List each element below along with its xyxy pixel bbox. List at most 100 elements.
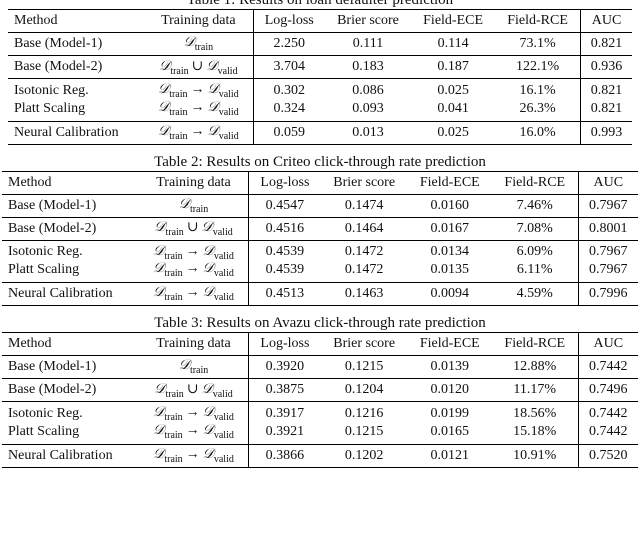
method-cell: Neural Calibration [14, 124, 119, 140]
value-cell: 0.0139 [430, 359, 470, 375]
value-cell: 26.3% [495, 99, 582, 122]
method-cell: Base (Model-1) [8, 197, 97, 213]
set-subscript: valid [212, 226, 233, 238]
value-cell: 0.0167 [430, 220, 470, 236]
training-data-cell: 𝒟train → 𝒟valid [144, 78, 254, 100]
method-cell: Base (Model-2) [8, 220, 97, 236]
training-data-cell: 𝒟train [139, 194, 250, 218]
value-cell: 7.08% [492, 217, 579, 241]
column-header: Field-RCE [492, 332, 579, 356]
set-symbol: 𝒟 [159, 58, 171, 74]
set-subscript: train [170, 65, 189, 77]
value-cell: 0.093 [352, 100, 384, 116]
method-cell: Base (Model-2) [14, 59, 103, 74]
value-cell: 4.59% [492, 282, 579, 306]
value-cell: 0.936 [590, 59, 623, 74]
value-cell: 0.4516 [265, 220, 305, 236]
value-cell: 73.1% [495, 32, 582, 56]
set-subscript: valid [218, 130, 239, 142]
value-cell: 0.1464 [344, 220, 384, 236]
set-subscript: train [169, 88, 188, 100]
set-subscript: valid [213, 453, 234, 465]
column-header: Log-loss [260, 336, 310, 352]
value-cell: 0.4539 [265, 244, 305, 260]
value-cell: 0.821 [590, 82, 623, 98]
set-subscript: valid [217, 65, 238, 77]
value-cell: 0.7496 [589, 382, 628, 398]
set-symbol: 𝒟 [206, 58, 218, 74]
set-subscript: valid [218, 88, 239, 100]
column-header: Field-ECE [419, 174, 480, 190]
table-caption: Table 1: Results on loan defaulter predi… [186, 0, 454, 8]
column-header: Field-ECE [423, 13, 484, 28]
method-cell: Isotonic Reg. [14, 82, 89, 98]
table-row: Isotonic Reg. 𝒟train → 𝒟valid 0.3917 0.1216 0.… [2, 401, 638, 423]
set-subscript: train [164, 268, 183, 280]
value-cell: 0.013 [352, 124, 384, 140]
value-cell: 0.1202 [344, 447, 384, 463]
set-subscript: train [189, 203, 209, 215]
value-cell: 0.0094 [430, 286, 470, 302]
column-header: AUC [591, 13, 622, 28]
row-group: Isotonic Reg. 𝒟train → 𝒟valid 0.302 0.086 0.02… [8, 78, 632, 122]
value-cell: 0.3875 [265, 382, 305, 398]
row-group: Neural Calibration 𝒟train → 𝒟valid 0.3866 0.1… [2, 444, 638, 468]
value-cell: 2.250 [273, 36, 305, 51]
value-cell: 0.1216 [344, 406, 384, 422]
set-subscript: valid [213, 292, 234, 304]
table-row: Isotonic Reg. 𝒟train → 𝒟valid 0.302 0.086 0.02… [8, 78, 632, 100]
training-data-cell: 𝒟train → 𝒟valid [139, 422, 250, 445]
table-row: Neural Calibration 𝒟train → 𝒟valid 0.4513 0.1… [2, 282, 638, 306]
set-symbol: 𝒟 [202, 261, 214, 277]
set-symbol: 𝒟 [202, 422, 214, 438]
set-operator: → [185, 405, 200, 421]
row-group: Neural Calibration 𝒟train → 𝒟valid 0.059 0.01… [8, 121, 632, 145]
training-data-cell: 𝒟train ∪ 𝒟valid [144, 55, 254, 79]
set-symbol: 𝒟 [158, 123, 170, 139]
row-group: Isotonic Reg. 𝒟train → 𝒟valid 0.3917 0.1216 0.… [2, 401, 638, 445]
row-group: Base (Model-2) 𝒟train ∪ 𝒟valid 0.3875 0.1204 0… [2, 378, 638, 402]
table-row: Neural Calibration 𝒟train → 𝒟valid 0.059 0.01… [8, 121, 632, 145]
set-symbol: 𝒟 [153, 405, 165, 421]
table-row: Base (Model-1) 𝒟train 2.250 0.111 0.114 73.1%… [8, 32, 632, 56]
table-row: Platt Scaling 𝒟train → 𝒟valid 0.324 0.093 0.04… [8, 99, 632, 122]
results-table: Method Training data Log-loss Brier score Fi… [8, 9, 632, 145]
table-row: Base (Model-2) 𝒟train ∪ 𝒟valid 0.4516 0.1464 0… [2, 217, 638, 241]
set-operator: ∪ [186, 220, 199, 236]
column-header: AUC [593, 174, 624, 190]
set-subscript: train [164, 411, 183, 423]
training-data-cell: 𝒟train → 𝒟valid [144, 121, 254, 145]
set-symbol: 𝒟 [207, 99, 219, 115]
column-header: Training data [139, 332, 250, 356]
table-caption: Table 2: Results on Criteo click-through… [154, 153, 486, 170]
value-cell: 0.3866 [265, 447, 305, 463]
value-cell: 0.324 [273, 100, 305, 116]
table-header: Method Training data Log-loss Brier score Fi… [8, 9, 632, 33]
value-cell: 0.8001 [589, 220, 628, 236]
value-cell: 0.025 [437, 82, 469, 98]
value-cell: 11.17% [492, 378, 579, 402]
set-symbol: 𝒟 [183, 35, 195, 51]
value-cell: 0.7520 [589, 447, 628, 463]
value-cell: 0.183 [352, 59, 384, 74]
training-data-cell: 𝒟train ∪ 𝒟valid [139, 378, 250, 402]
set-subscript: valid [213, 429, 234, 441]
value-cell: 12.88% [492, 355, 579, 379]
set-operator: → [185, 446, 200, 462]
value-cell: 0.041 [437, 100, 469, 116]
method-cell: Base (Model-2) [8, 382, 97, 398]
set-symbol: 𝒟 [178, 358, 190, 374]
value-cell: 0.302 [273, 82, 305, 98]
set-symbol: 𝒟 [154, 381, 166, 397]
value-cell: 0.0135 [430, 262, 470, 278]
results-table: Method Training data Log-loss Brier score Fi… [2, 332, 638, 468]
row-group: Base (Model-1) 𝒟train 0.3920 0.1215 0.0139 12… [2, 355, 638, 379]
row-group: Base (Model-1) 𝒟train 0.4547 0.1474 0.0160 7.… [2, 194, 638, 218]
set-operator: → [190, 123, 205, 139]
set-symbol: 𝒟 [207, 82, 219, 97]
value-cell: 0.7442 [589, 359, 628, 375]
set-subscript: valid [218, 106, 239, 118]
training-data-cell: 𝒟train [144, 32, 254, 56]
method-cell: Neural Calibration [8, 286, 113, 302]
